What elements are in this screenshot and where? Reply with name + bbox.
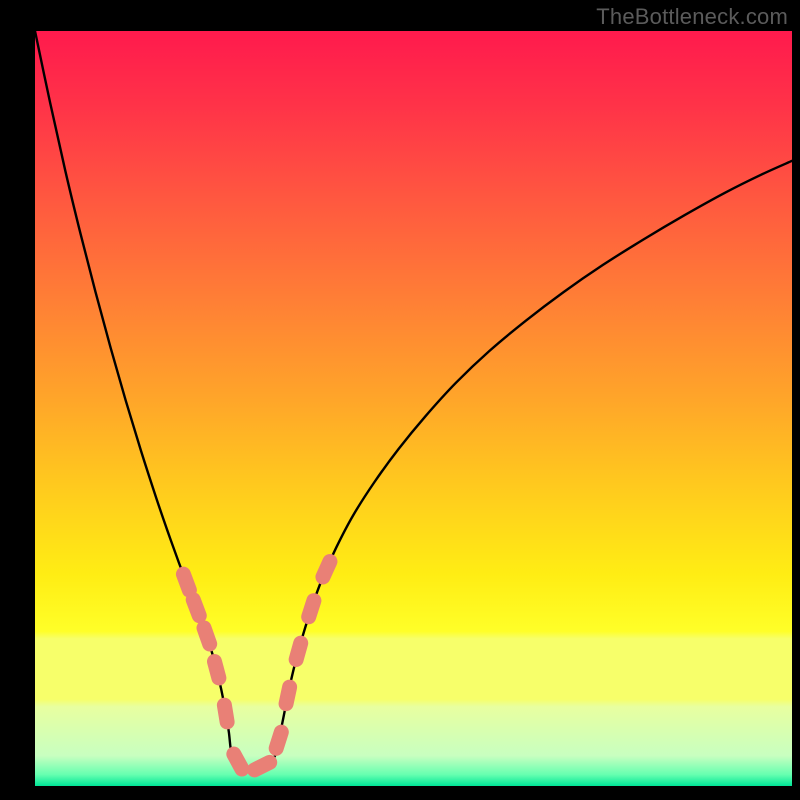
bottleneck-curve bbox=[35, 31, 792, 768]
data-marker bbox=[205, 652, 228, 687]
data-marker bbox=[267, 723, 291, 758]
markers-group bbox=[174, 552, 340, 780]
data-marker bbox=[277, 678, 298, 712]
curve-layer bbox=[35, 31, 792, 786]
data-marker bbox=[184, 590, 209, 625]
data-marker bbox=[194, 618, 219, 653]
chart-root: { "canvas": { "width": 800, "height": 80… bbox=[0, 0, 800, 800]
watermark-text: TheBottleneck.com bbox=[596, 4, 788, 30]
data-marker bbox=[287, 634, 310, 669]
data-marker bbox=[299, 591, 323, 626]
plot-area bbox=[35, 31, 792, 786]
data-marker bbox=[224, 744, 252, 779]
data-marker bbox=[216, 697, 236, 731]
data-marker bbox=[313, 552, 340, 587]
